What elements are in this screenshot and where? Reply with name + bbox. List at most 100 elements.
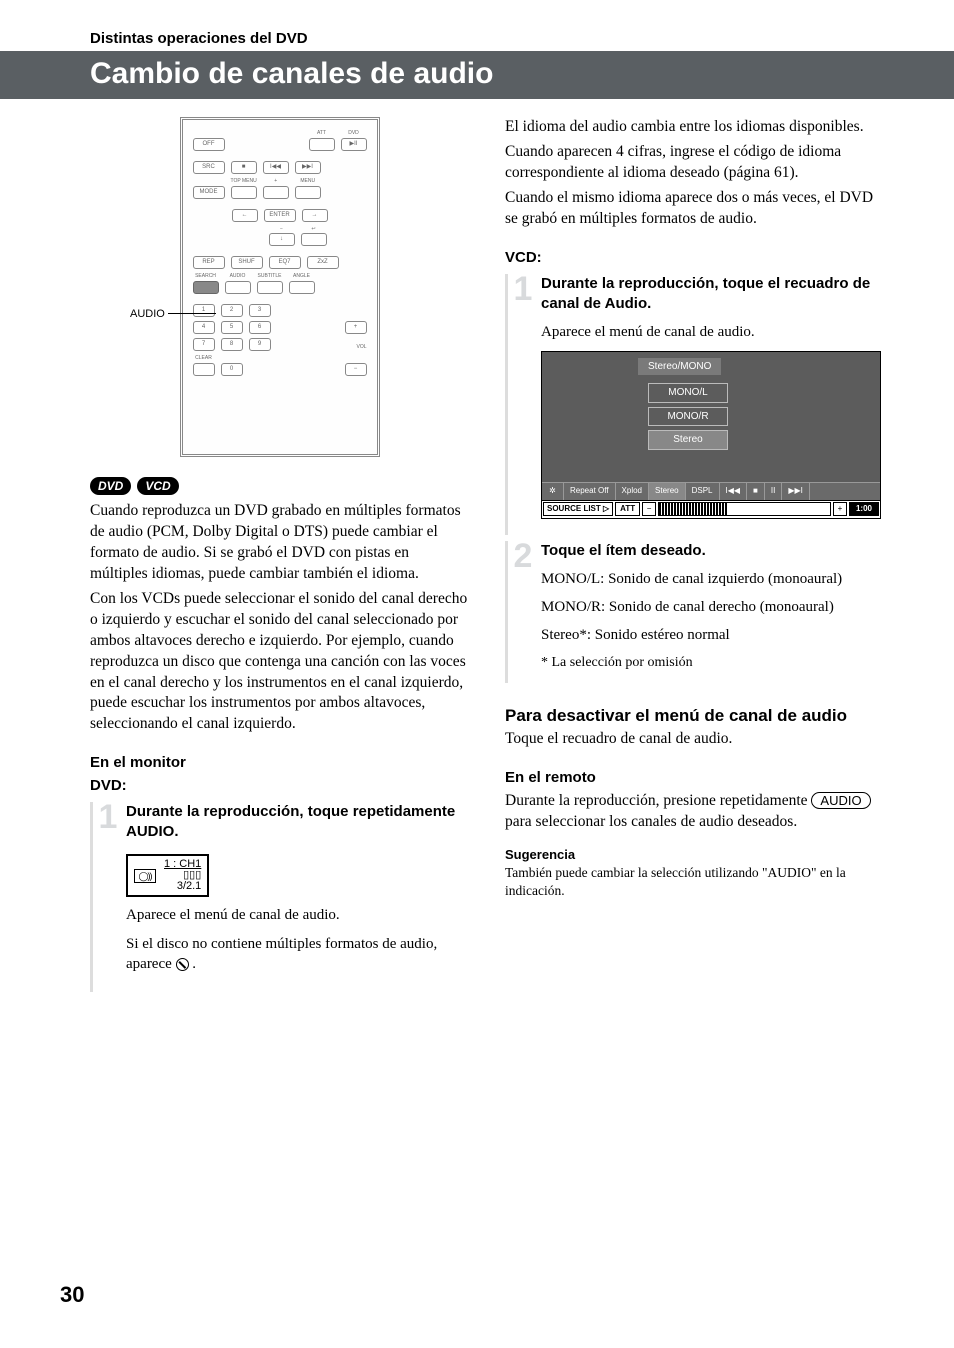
remote-down-button: ↓ <box>269 233 295 246</box>
right-step1-title: Durante la reproducción, toque el recuad… <box>541 274 884 315</box>
remote-num-4: 4 <box>193 321 215 334</box>
left-step1-title: Durante la reproducción, toque repetidam… <box>126 802 469 843</box>
remote-num-3: 3 <box>249 304 271 317</box>
remote-num-8: 8 <box>221 338 243 351</box>
dvd-heading: DVD: <box>90 776 469 796</box>
left-column: AUDIO OFF ATT DVD▶II SRC ■ I◀◀ ▶▶I MODE <box>90 117 469 992</box>
monitor-heading: En el monitor <box>90 753 469 773</box>
disc-badges: DVD VCD <box>90 477 469 495</box>
prohibited-icon <box>176 958 189 971</box>
screen-toolbar: ✲ Repeat Off Xplod Stereo DSPL I◀◀ ■ II … <box>542 482 880 500</box>
step-number-1r: 1 <box>505 272 541 525</box>
remote-num-1: 1 <box>193 304 215 317</box>
remote-pointer-line <box>168 313 216 314</box>
remote-zxz-button: ZxZ <box>307 256 339 269</box>
remote-subtitle-button <box>257 281 283 294</box>
remote-search-button <box>193 281 219 294</box>
vcd-badge: VCD <box>137 477 178 495</box>
section-label: Distintas operaciones del DVD <box>90 30 884 47</box>
dolby-icon: ◯)) <box>134 869 156 883</box>
right-para-1: El idioma del audio cambia entre los idi… <box>505 117 884 138</box>
stop-button: ■ <box>747 483 765 500</box>
remote-up-button <box>263 186 289 199</box>
remote-vol-minus: − <box>345 363 367 376</box>
remote-num-2: 2 <box>221 304 243 317</box>
right-para-2: Cuando aparecen 4 cifras, ingrese el cód… <box>505 142 884 184</box>
remote-enter-button: ENTER <box>264 209 296 222</box>
page-title: Cambio de canales de audio <box>0 51 954 99</box>
right-column: El idioma del audio cambia entre los idi… <box>505 117 884 992</box>
next-button: ▶▶I <box>782 483 810 500</box>
right-step2-l1: MONO/L: Sonido de canal izquierdo (monoa… <box>541 569 884 589</box>
remote-off-button: OFF <box>193 138 225 151</box>
right-para-3: Cuando el mismo idioma aparece dos o más… <box>505 188 884 230</box>
prev-button: I◀◀ <box>720 483 748 500</box>
xplod-label: Xplod <box>616 483 649 500</box>
pause-button: II <box>765 483 782 500</box>
vol-minus-button: − <box>642 502 656 516</box>
remote-control: OFF ATT DVD▶II SRC ■ I◀◀ ▶▶I MODE TOP ME… <box>180 117 380 457</box>
remote-prev-button: I◀◀ <box>263 161 289 174</box>
right-step1-after: Aparece el menú de canal de audio. <box>541 322 884 342</box>
remoto-body: Durante la reproducción, presione repeti… <box>505 791 884 833</box>
remote-return-button <box>301 233 327 246</box>
menu-item-monor: MONO/R <box>648 407 728 427</box>
audio-inline-button: AUDIO <box>811 792 870 810</box>
remote-src-button: SRC <box>193 161 225 174</box>
stereo-button: Stereo <box>649 483 686 500</box>
dspl-button: DSPL <box>686 483 720 500</box>
source-list-button: SOURCE LIST ▷ <box>543 502 613 516</box>
page-number: 30 <box>60 1282 84 1308</box>
remote-angle-button <box>289 281 315 294</box>
monitor-display: ◯)) 1 : CH1 ▯▯▯ 3/2.1 <box>126 854 209 897</box>
menu-item-stereo: Stereo <box>648 430 728 450</box>
remote-topmenu-button <box>231 186 257 199</box>
volume-bar <box>658 502 831 516</box>
remote-shuf-button: SHUF <box>231 256 263 269</box>
screen-statusbar: SOURCE LIST ▷ ATT − + 1:00 <box>542 500 880 518</box>
remote-next-button: ▶▶I <box>295 161 321 174</box>
settings-icon: ✲ <box>542 483 564 500</box>
remote-num-6: 6 <box>249 321 271 334</box>
monitor-line3: 3/2.1 <box>164 881 201 892</box>
remote-clear-button <box>193 363 215 376</box>
channel-menu-screen: Stereo/MONO MONO/L MONO/R Stereo ✲ Repea… <box>541 351 881 519</box>
step-number-2: 2 <box>505 539 541 673</box>
remote-right-button: → <box>302 209 328 222</box>
remote-vol-plus: + <box>345 321 367 334</box>
vcd-heading: VCD: <box>505 248 884 268</box>
right-step2-note: * La selección por omisión <box>541 654 884 673</box>
right-step2-title: Toque el ítem deseado. <box>541 541 884 561</box>
att-button: ATT <box>615 502 640 516</box>
sugerencia-body: También puede cambiar la selección utili… <box>505 864 884 899</box>
menu-item-monol: MONO/L <box>648 383 728 403</box>
left-step1-after1: Aparece el menú de canal de audio. <box>126 905 469 925</box>
remote-rep-button: REP <box>193 256 225 269</box>
remote-play-button: ▶II <box>341 138 367 151</box>
vol-plus-button: + <box>833 502 847 516</box>
right-step2-l3: Stereo*: Sonido estéreo normal <box>541 625 884 645</box>
time-display: 1:00 <box>849 502 879 516</box>
remote-menu-button <box>295 186 321 199</box>
remote-num-5: 5 <box>221 321 243 334</box>
remote-num-7: 7 <box>193 338 215 351</box>
remote-illustration: AUDIO OFF ATT DVD▶II SRC ■ I◀◀ ▶▶I MODE <box>90 117 469 457</box>
right-step2-l2: MONO/R: Sonido de canal derecho (monoaur… <box>541 597 884 617</box>
deactivate-body: Toque el recuadro de canal de audio. <box>505 729 884 750</box>
right-step-2: 2 Toque el ítem deseado. MONO/L: Sonido … <box>505 541 884 683</box>
remote-audio-button <box>225 281 251 294</box>
right-step-1: 1 Durante la reproducción, toque el recu… <box>505 274 884 535</box>
remote-mode-button: MODE <box>193 186 225 199</box>
deactivate-heading: Para desactivar el menú de canal de audi… <box>505 705 884 728</box>
left-para-1: Cuando reproduzca un DVD grabado en múlt… <box>90 501 469 585</box>
remote-left-button: ← <box>232 209 258 222</box>
remote-eq7-button: EQ7 <box>269 256 301 269</box>
dvd-badge: DVD <box>90 477 131 495</box>
remote-stop-button: ■ <box>231 161 257 174</box>
left-step1-after2: Si el disco no contiene múltiples format… <box>126 934 469 975</box>
remote-num-9: 9 <box>249 338 271 351</box>
sugerencia-heading: Sugerencia <box>505 846 884 864</box>
remoto-heading: En el remoto <box>505 768 884 788</box>
remote-pointer-label: AUDIO <box>130 307 165 322</box>
step-number-1: 1 <box>90 800 126 982</box>
